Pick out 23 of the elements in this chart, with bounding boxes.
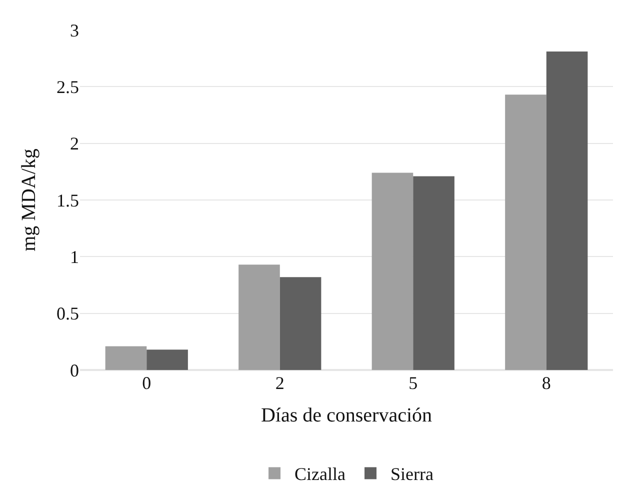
bar	[546, 52, 588, 370]
y-tick-label: 0	[70, 360, 79, 380]
x-tick-label: 5	[408, 373, 418, 393]
x-tick-label: 0	[142, 373, 152, 393]
y-tick-label: 0.5	[56, 304, 79, 324]
bar	[238, 264, 280, 370]
y-axis-title: mg MDA/kg	[18, 148, 40, 252]
x-tick-label: 8	[542, 373, 551, 393]
bar	[413, 176, 454, 370]
y-tick-label: 2.5	[56, 76, 79, 97]
y-tick-label: 1	[70, 246, 79, 267]
bar	[105, 346, 147, 370]
bar	[505, 94, 546, 370]
bar	[280, 277, 322, 370]
x-axis-title: Días de conservación	[260, 404, 432, 426]
y-tick-label: 2	[70, 134, 79, 154]
bar	[146, 350, 188, 370]
legend-label: Cizalla	[294, 464, 346, 484]
y-tick-label: 3	[70, 20, 79, 40]
x-tick-label: 2	[275, 373, 284, 393]
bar	[372, 172, 414, 370]
y-tick-label: 1.5	[56, 190, 79, 210]
legend-label: Sierra	[390, 464, 434, 484]
